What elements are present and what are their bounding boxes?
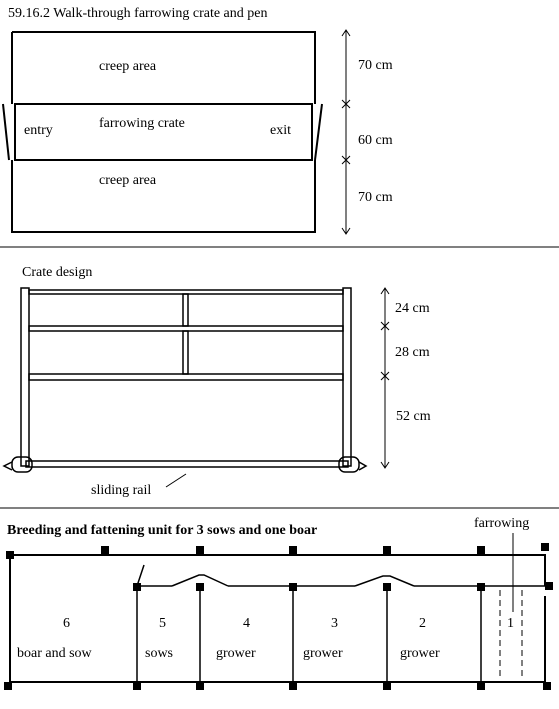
post-square [477, 583, 485, 591]
farrowing-crate-dashed [499, 590, 523, 680]
post-square [477, 546, 485, 554]
crate-gates [2, 103, 323, 161]
dim-52cm: 52 cm [396, 409, 431, 424]
entry-label: entry [24, 123, 53, 138]
dimension-line-2 [380, 287, 390, 469]
pen-6-use: boar and sow [17, 646, 93, 661]
post-square [541, 543, 549, 551]
pen-3-number: 3 [331, 616, 338, 631]
creep-area-bottom-label: creep area [99, 173, 157, 188]
post-square [196, 682, 204, 690]
dim-60cm: 60 cm [358, 133, 393, 148]
pen-3-use: grower [303, 646, 343, 661]
farrowing-label: farrowing [474, 516, 529, 531]
building-outline [9, 554, 546, 683]
post-square [101, 546, 109, 554]
post-square [6, 551, 14, 559]
sliding-rail [25, 460, 349, 468]
center-bar-lower [182, 330, 189, 375]
door-pen5 [136, 564, 145, 587]
dim-70cm-bottom: 70 cm [358, 190, 393, 205]
pen-posts [4, 543, 553, 690]
section1-title: 59.16.2 Walk-through farrowing crate and… [8, 6, 267, 21]
right-post [342, 287, 352, 467]
creep-area-top-label: creep area [99, 59, 157, 74]
post-square [133, 682, 141, 690]
third-rail [28, 373, 344, 381]
pen-5-number: 5 [159, 616, 166, 631]
pen-6-number: 6 [63, 616, 70, 631]
post-square [196, 546, 204, 554]
door-pen3 [354, 575, 415, 587]
walk-through-section: 59.16.2 Walk-through farrowing crate and… [2, 6, 393, 235]
farrowing-crate-label: farrowing crate [99, 116, 185, 131]
pen-5-use: sows [145, 646, 173, 661]
right-wheel [338, 456, 368, 473]
post-square [289, 583, 297, 591]
pen-1-number: 1 [507, 616, 514, 631]
pen-2-number: 2 [419, 616, 426, 631]
pen-4-use: grower [216, 646, 256, 661]
post-square [545, 582, 553, 590]
center-bar-upper [182, 293, 189, 327]
pen-partitions [136, 586, 482, 682]
post-square [133, 583, 141, 591]
exit-label: exit [270, 123, 291, 138]
post-square [477, 682, 485, 690]
post-square [383, 546, 391, 554]
dim-28cm: 28 cm [395, 345, 430, 360]
post-square [196, 583, 204, 591]
rail-pointer-line [165, 473, 187, 488]
farrowing-crate-outline [14, 103, 313, 161]
crate-design-section: Crate design sliding rail 24 cm [2, 265, 431, 498]
left-post [20, 287, 30, 467]
pen-2-use: grower [400, 646, 440, 661]
sliding-rail-label: sliding rail [91, 483, 151, 498]
dimension-line-1 [341, 29, 351, 235]
dim-70cm-top: 70 cm [358, 58, 393, 73]
door-pen4 [171, 574, 229, 587]
pen-4-number: 4 [243, 616, 250, 631]
post-square [289, 546, 297, 554]
section3-title: Breeding and fattening unit for 3 sows a… [7, 523, 317, 538]
post-square [543, 682, 551, 690]
dim-24cm: 24 cm [395, 301, 430, 316]
post-square [383, 583, 391, 591]
post-square [383, 682, 391, 690]
left-wheel [2, 456, 33, 473]
post-square [4, 682, 12, 690]
section2-title: Crate design [22, 265, 92, 280]
pen-outline [11, 31, 316, 233]
post-square [289, 682, 297, 690]
breeding-unit-section: Breeding and fattening unit for 3 sows a… [4, 516, 553, 690]
